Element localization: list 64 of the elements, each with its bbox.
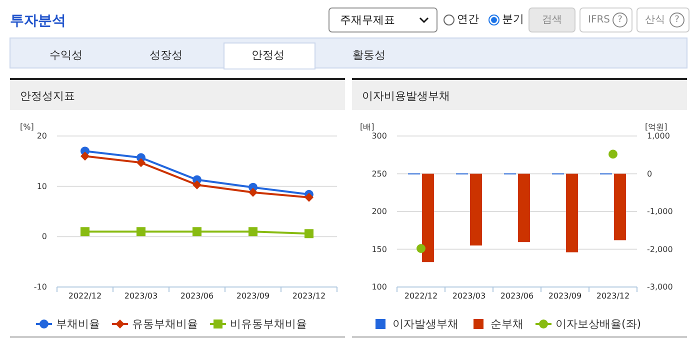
y-axis-title: [배] [360,122,374,132]
y-tick-label: 0 [42,232,47,242]
text: 활동성 [352,48,386,62]
point [192,180,202,190]
legend-item: 이자발생부채 [376,318,458,330]
x-tick-label: 2023/09 [548,292,582,300]
y2-axis-title: [억원] [645,122,668,132]
x-tick-label: 2023/03 [124,292,158,300]
text: 분기 [502,12,524,26]
y-tick-label: 150 [372,244,387,254]
y-tick-label: 250 [372,169,387,178]
point [248,227,258,236]
y-tick-label: 10 [36,182,47,191]
legend-label: 이자발생부채 [392,318,458,330]
point [80,152,90,161]
legend-label: 이자보상배율(좌) [556,318,642,330]
point [136,227,146,236]
y2-tick-label: 0 [647,169,652,178]
text: 산식 [645,14,665,26]
text: 주재무제표 [340,14,395,26]
x-tick-label: 2022/12 [68,292,102,300]
x-tick-label: 2023/12 [596,292,630,300]
y-tick-label: -10 [34,282,47,292]
point [248,188,258,197]
point [304,229,314,238]
legend-item: 비유동부채비율 [210,318,307,330]
y-tick-label: 20 [36,132,47,140]
y-tick-label: 100 [372,282,387,292]
x-tick-label: 2023/06 [500,292,534,300]
x-tick-label: 2023/12 [292,292,326,300]
text: 검색 [542,14,562,26]
y-tick-label: 200 [372,207,387,216]
legend-label: 부채비율 [56,318,100,330]
point [136,158,146,168]
legend-label: 순부채 [490,318,524,330]
x-tick-label: 2023/03 [452,292,486,300]
text: 안정성 [252,48,284,62]
y2-tick-label: -2,000 [647,244,673,254]
text: 투자분석 [10,13,66,29]
text: 수익성 [50,48,82,62]
text: ? [618,15,623,25]
point [304,192,314,202]
point [192,227,202,236]
y-tick-label: 300 [372,132,387,140]
x-tick-label: 2023/09 [236,292,270,300]
y-axis-title: [%] [20,122,34,132]
text: ? [674,15,680,25]
x-tick-label: 2022/12 [404,292,438,300]
text: 성장성 [150,48,182,62]
text: IFRS [588,14,610,26]
chart-title: 안정성지표 [20,90,75,102]
legend-item: 이자보상배율(좌) [536,318,642,330]
y2-tick-label: 1,000 [647,132,670,140]
legend-item: 부채비율 [36,318,100,330]
legend-label: 비유동부채비율 [230,318,307,330]
y2-tick-label: -3,000 [647,282,673,292]
legend-item: 유동부채비율 [112,318,198,330]
legend-label: 유동부채비율 [132,318,198,330]
y2-tick-label: -1,000 [647,207,673,216]
chart-title: 이자비용발생부채 [362,90,450,102]
x-tick-label: 2023/06 [180,292,214,300]
legend-item: 순부채 [474,318,524,330]
point [80,227,90,236]
text: 연간 [457,12,479,26]
